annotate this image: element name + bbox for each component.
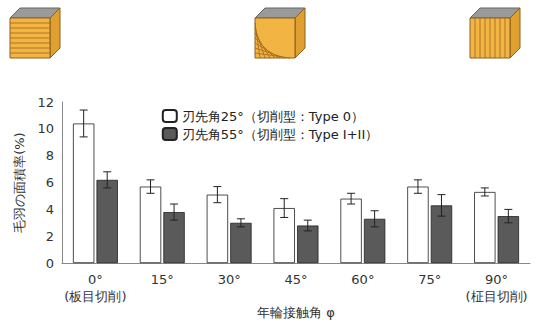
svg-text:90°: 90°: [485, 272, 508, 287]
svg-text:6: 6: [46, 175, 54, 190]
svg-text:10: 10: [37, 121, 54, 136]
svg-text:刃先角55°（切削型：Type I+II）: 刃先角55°（切削型：Type I+II）: [182, 127, 378, 142]
svg-text:0: 0: [46, 256, 54, 271]
svg-text:75°: 75°: [418, 272, 441, 287]
svg-text:(柾目切削): (柾目切削): [465, 289, 527, 304]
svg-text:12: 12: [37, 95, 54, 110]
svg-text:60°: 60°: [351, 272, 374, 287]
svg-text:毛羽の面積率(%): 毛羽の面積率(%): [12, 132, 27, 233]
svg-text:(板目切削): (板目切削): [64, 289, 126, 304]
svg-text:15°: 15°: [151, 272, 174, 287]
svg-text:4: 4: [46, 202, 54, 217]
svg-text:年輪接触角 φ: 年輪接触角 φ: [257, 305, 335, 320]
svg-text:30°: 30°: [218, 272, 241, 287]
svg-text:刃先角25°（切削型：Type 0）: 刃先角25°（切削型：Type 0）: [182, 109, 364, 124]
svg-text:2: 2: [46, 229, 54, 244]
svg-text:8: 8: [46, 148, 54, 163]
svg-text:0°: 0°: [88, 272, 103, 287]
svg-text:45°: 45°: [284, 272, 307, 287]
